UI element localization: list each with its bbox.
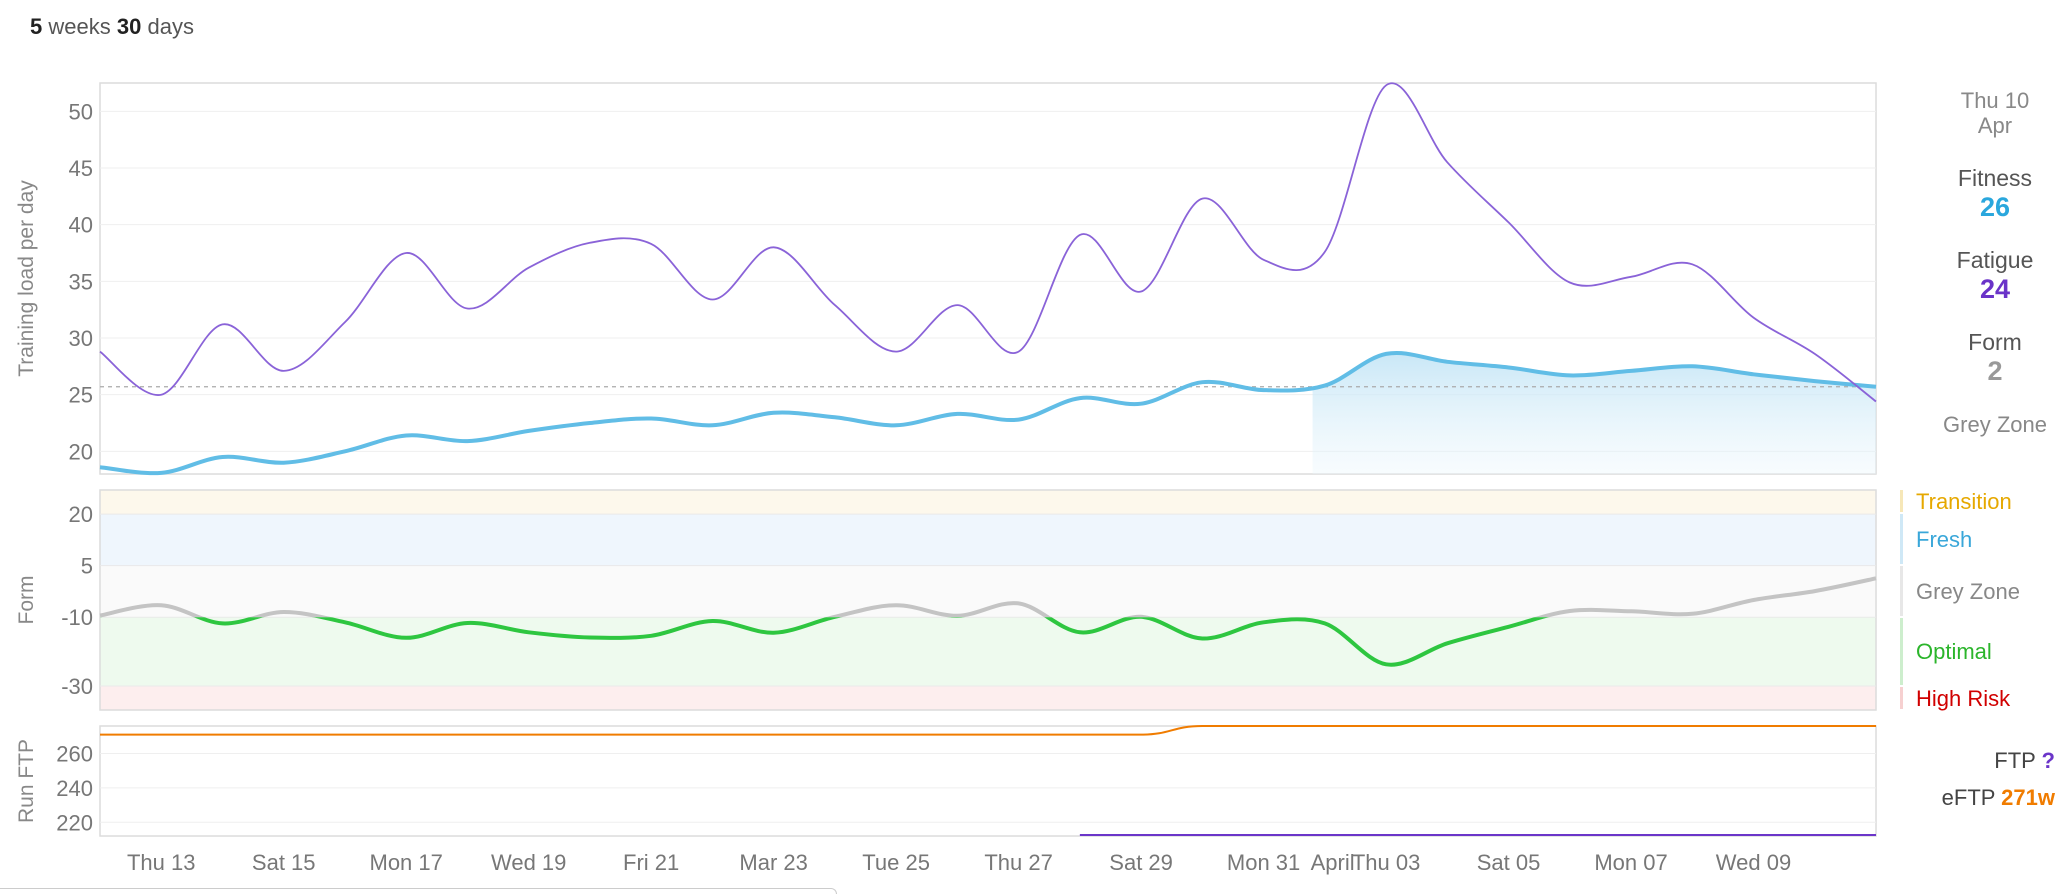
y-tick-label: -30 bbox=[61, 674, 93, 699]
eftp-label: eFTP bbox=[1941, 785, 1996, 810]
fitness-summary: Fitness 26 bbox=[1910, 165, 2067, 223]
y-axis-title: Training load per day bbox=[15, 180, 38, 377]
form-line-grey bbox=[99, 576, 1877, 618]
y-tick-label: 25 bbox=[69, 383, 93, 408]
x-tick-label: Sat 05 bbox=[1477, 850, 1541, 875]
y-tick-label: 5 bbox=[81, 554, 93, 579]
zone-label-transition: Transition bbox=[1916, 489, 2012, 514]
x-tick-label: Wed 19 bbox=[491, 850, 566, 875]
y-tick-label: -10 bbox=[61, 605, 93, 630]
x-tick-label: Tue 25 bbox=[862, 850, 930, 875]
x-tick-label: Thu 03 bbox=[1352, 850, 1421, 875]
x-tick-label: April bbox=[1311, 850, 1355, 875]
zone-label-grey: Grey Zone bbox=[1916, 579, 2020, 604]
y-tick-label: 50 bbox=[69, 99, 93, 124]
x-tick-label: Sat 15 bbox=[252, 850, 316, 875]
x-tick-label: Thu 13 bbox=[127, 850, 196, 875]
selected-date-month: Apr bbox=[1977, 113, 2013, 138]
y-tick-label: 20 bbox=[69, 439, 93, 464]
form-zone-optimal bbox=[100, 617, 1876, 686]
form-frame bbox=[99, 489, 1877, 711]
y-tick-label: 45 bbox=[69, 156, 93, 181]
date-range-label[interactable]: 5 weeks 30 days bbox=[30, 14, 194, 40]
fatigue-line bbox=[99, 82, 1877, 403]
eftp-readout: eFTP 271w bbox=[1900, 785, 2055, 811]
horizontal-scrollbar[interactable] bbox=[0, 888, 837, 894]
zone-bar-optimal bbox=[1900, 618, 1903, 685]
days-value: 30 bbox=[116, 14, 142, 39]
zone-label-fresh: Fresh bbox=[1916, 527, 1973, 552]
ftp-readout: FTP ? bbox=[1900, 748, 2055, 774]
x-tick-label: Sat 29 bbox=[1109, 850, 1173, 875]
training-load-panel: 20 25 30 35 40 45 50 Training load per day bbox=[15, 82, 1877, 476]
y-axis-title: Form bbox=[15, 576, 38, 625]
fitness-area bbox=[1312, 352, 1876, 474]
fitness-value: 26 bbox=[1979, 192, 2011, 222]
form-value: 2 bbox=[1987, 356, 2003, 386]
ftp-frame bbox=[99, 725, 1877, 837]
ftp-label: FTP bbox=[1994, 748, 2036, 773]
x-tick-label: Thu 27 bbox=[984, 850, 1053, 875]
eftp-line bbox=[100, 725, 1876, 736]
ftp-panel: 260 240 220 Run FTP bbox=[15, 725, 1877, 837]
y-tick-label: 260 bbox=[56, 742, 93, 767]
ftp-value: ? bbox=[2041, 748, 2055, 773]
fitness-line bbox=[99, 350, 1877, 476]
weeks-unit: weeks bbox=[48, 14, 111, 39]
x-tick-label: Mar 23 bbox=[739, 850, 807, 875]
form-zone-summary: Grey Zone bbox=[1943, 412, 2047, 437]
zone-bar-grey bbox=[1900, 566, 1903, 616]
zone-bar-high-risk bbox=[1900, 687, 1903, 709]
form-zone-high-risk bbox=[100, 685, 1876, 710]
y-tick-label: 20 bbox=[69, 502, 93, 527]
y-tick-label: 40 bbox=[69, 213, 93, 238]
zone-label-high-risk: High Risk bbox=[1916, 686, 2011, 711]
zone-bar-transition bbox=[1900, 490, 1903, 512]
y-axis-title: Run FTP bbox=[15, 739, 38, 823]
form-zone-fresh bbox=[100, 514, 1876, 566]
x-tick-label: Wed 09 bbox=[1716, 850, 1791, 875]
fitness-label: Fitness bbox=[1957, 165, 2033, 191]
days-unit: days bbox=[147, 14, 194, 39]
y-tick-label: 240 bbox=[56, 776, 93, 801]
form-panel: 20 5 -10 -30 Form bbox=[15, 489, 1877, 711]
x-tick-label: Fri 21 bbox=[623, 850, 679, 875]
fatigue-label: Fatigue bbox=[1956, 247, 2034, 273]
selected-date: Thu 10 Apr bbox=[1910, 88, 2067, 138]
x-tick-label: Mon 17 bbox=[370, 850, 443, 875]
form-zone-transition bbox=[100, 490, 1876, 515]
y-tick-label: 35 bbox=[69, 269, 93, 294]
x-tick-label: Mon 31 bbox=[1227, 850, 1300, 875]
weeks-value: 5 bbox=[30, 14, 43, 39]
y-tick-label: 220 bbox=[56, 810, 93, 835]
x-axis: Thu 13 Sat 15 Mon 17 Wed 19 Fri 21 Mar 23 Tue … bbox=[127, 850, 1791, 875]
zone-bar-fresh bbox=[1900, 514, 1903, 564]
eftp-value: 271w bbox=[2001, 785, 2055, 810]
x-tick-label: Mon 07 bbox=[1594, 850, 1667, 875]
fatigue-value: 24 bbox=[1979, 274, 2011, 304]
form-line-optimal bbox=[100, 617, 1550, 667]
form-summary: Form 2 bbox=[1910, 329, 2067, 387]
selected-date-day: Thu 10 bbox=[1960, 88, 2030, 113]
y-tick-label: 30 bbox=[69, 326, 93, 351]
form-label: Form bbox=[1968, 329, 2022, 355]
fatigue-summary: Fatigue 24 bbox=[1910, 247, 2067, 305]
zone-label-optimal: Optimal bbox=[1916, 639, 1992, 664]
